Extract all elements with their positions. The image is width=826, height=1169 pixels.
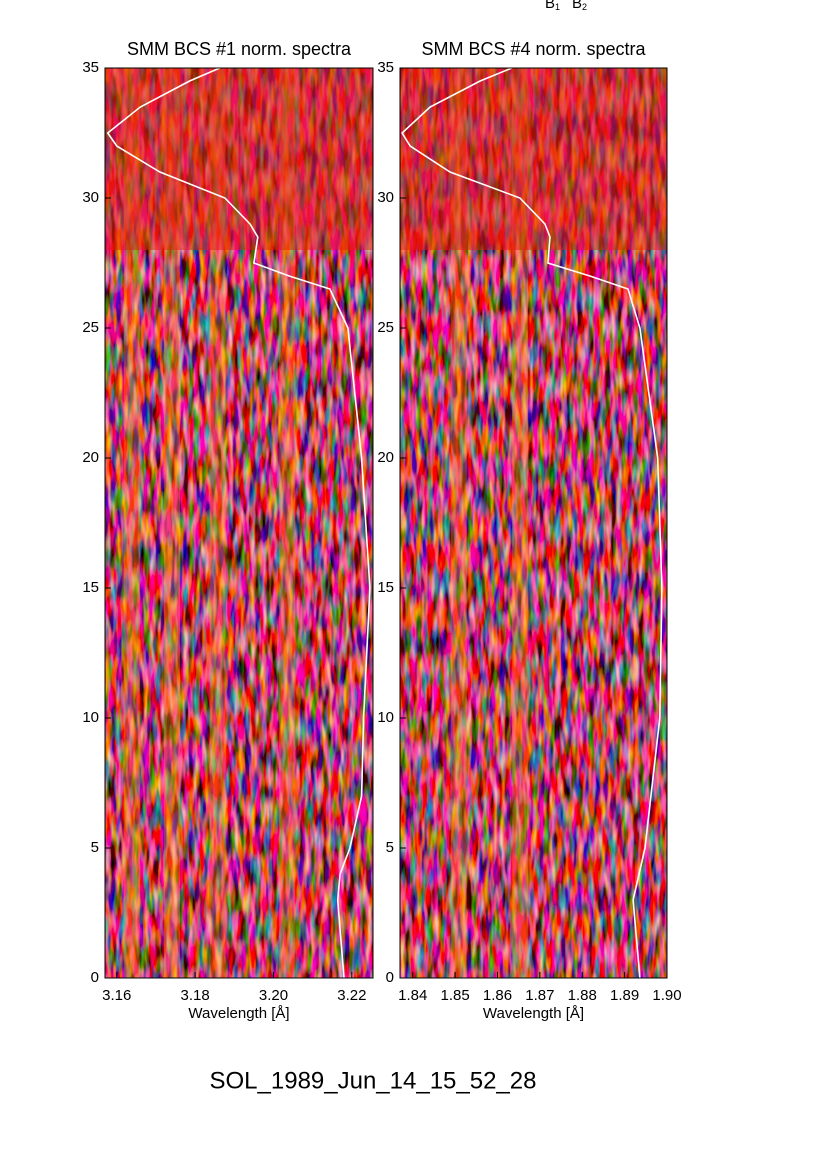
line-band — [123, 68, 140, 978]
x-tick-label: 1.88 — [568, 987, 597, 1004]
y-tick-label: 15 — [377, 579, 394, 596]
y-tick-label: 5 — [386, 839, 394, 856]
x-tick-label: 1.86 — [483, 987, 512, 1004]
y-tick-label: 5 — [91, 839, 99, 856]
flare-band — [105, 68, 373, 250]
plot-frame — [399, 67, 668, 979]
y-tick-label: 25 — [377, 319, 394, 336]
x-tick-label: 3.18 — [181, 987, 210, 1004]
x-tick-label: 3.22 — [337, 987, 366, 1004]
y-tick-label: 10 — [377, 709, 394, 726]
line-band — [164, 68, 180, 978]
y-tick-label: 20 — [377, 449, 394, 466]
x-tick-label: 1.85 — [440, 987, 469, 1004]
y-tick-label: 15 — [82, 579, 99, 596]
y-tick-label: 25 — [82, 319, 99, 336]
y-tick-label: 30 — [377, 189, 394, 206]
chart-title: SMM BCS #4 norm. spectra — [421, 39, 646, 59]
y-tick-label: 10 — [82, 709, 99, 726]
line-band — [512, 68, 529, 978]
y-tick-label: 20 — [82, 449, 99, 466]
x-axis-label: Wavelength [Å] — [188, 1005, 289, 1022]
x-tick-label: 1.89 — [610, 987, 639, 1004]
y-tick-label: 35 — [82, 59, 99, 76]
x-tick-label: 3.16 — [102, 987, 131, 1004]
line-band — [209, 68, 226, 978]
x-axis-label: Wavelength [Å] — [483, 1005, 584, 1022]
line-band — [279, 68, 296, 978]
x-tick-label: 3.20 — [259, 987, 288, 1004]
x-tick-label: 1.87 — [525, 987, 554, 1004]
y-tick-label: 0 — [386, 969, 394, 986]
flare-band — [400, 68, 667, 250]
annotation: B2 — [572, 0, 587, 12]
plot-frame — [104, 67, 374, 979]
footer: SOL_1989_Jun_14_15_52_28 — [210, 1067, 537, 1094]
x-tick-label: 1.90 — [652, 987, 681, 1004]
line-band — [450, 68, 467, 978]
light-curve — [401, 67, 663, 979]
annotation: B1 — [545, 0, 560, 12]
light-curve — [106, 67, 371, 979]
x-tick-label: 1.84 — [398, 987, 427, 1004]
y-tick-label: 35 — [377, 59, 394, 76]
y-tick-label: 30 — [82, 189, 99, 206]
y-tick-label: 0 — [91, 969, 99, 986]
chart-title: SMM BCS #1 norm. spectra — [127, 39, 352, 59]
